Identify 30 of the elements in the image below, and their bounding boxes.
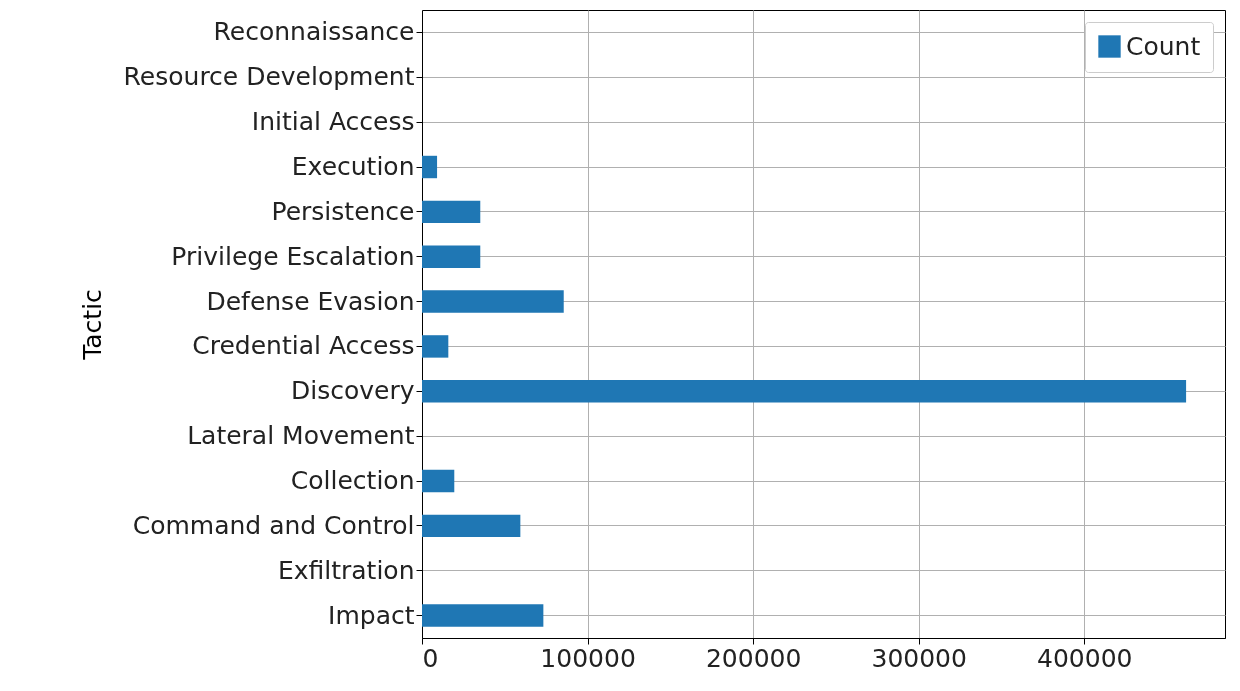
x-tick-label: 0: [422, 643, 439, 673]
bar: [422, 200, 481, 224]
y-tick-label: Resource Development: [123, 62, 415, 92]
y-tick-label: Persistence: [271, 196, 415, 226]
y-axis-title: Tactic: [77, 289, 107, 361]
bar: [422, 514, 521, 538]
y-tick-label: Credential Access: [192, 331, 415, 361]
y-tick-label: Exfiltration: [277, 555, 415, 585]
bar: [422, 469, 455, 493]
y-tick-label: Defense Evasion: [206, 286, 415, 316]
y-tick-label: Discovery: [290, 376, 415, 406]
bar: [422, 155, 438, 179]
x-tick-label: 300000: [871, 643, 967, 673]
y-tick-label: Initial Access: [251, 107, 415, 137]
y-tick-label: Impact: [328, 600, 415, 630]
y-tick-label: Command and Control: [132, 510, 415, 540]
bar: [422, 604, 544, 627]
y-tick-label: Reconnaissance: [213, 17, 415, 47]
y-tick-label: Lateral Movement: [187, 421, 415, 451]
x-tick-label: 200000: [705, 643, 802, 673]
bar: [422, 245, 481, 268]
x-tick-label: 100000: [540, 643, 636, 673]
y-tick-label: Execution: [291, 152, 415, 181]
y-tick-label: Privilege Escalation: [171, 241, 415, 271]
bar: [422, 380, 1187, 403]
bar: [422, 335, 449, 358]
bar: [422, 290, 564, 313]
x-tick-label: 400000: [1037, 643, 1133, 673]
legend-label: Count: [1126, 31, 1201, 61]
y-tick-label: Collection: [290, 466, 415, 495]
